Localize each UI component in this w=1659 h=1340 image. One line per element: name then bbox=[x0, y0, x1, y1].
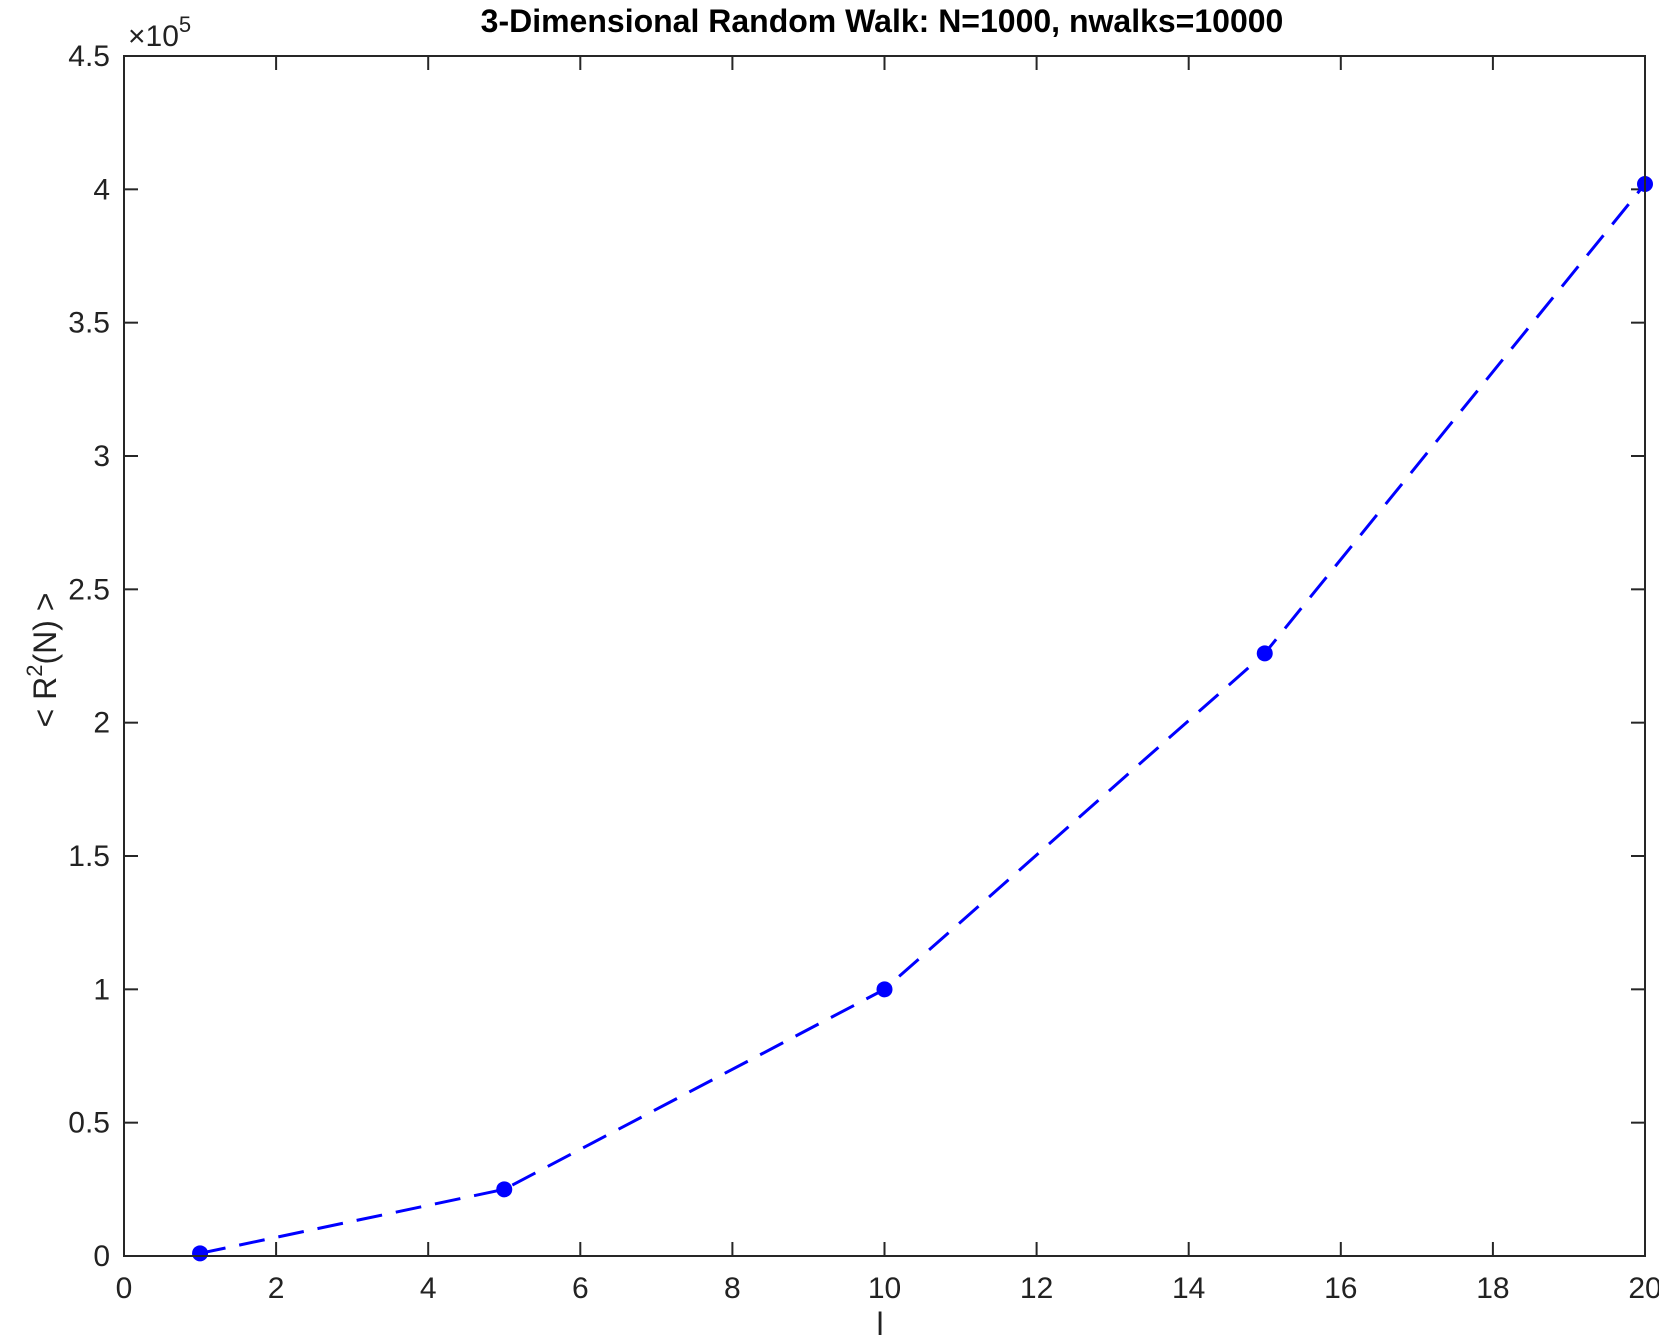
y-axis-label-suffix: (N) > bbox=[27, 593, 63, 665]
data-point bbox=[192, 1245, 209, 1262]
data-series bbox=[192, 176, 1653, 1262]
axes-box bbox=[123, 55, 1646, 1257]
data-point bbox=[1256, 645, 1273, 662]
y-axis-label-superscript: 2 bbox=[22, 665, 47, 677]
x-tick-label: 2 bbox=[268, 1272, 285, 1305]
x-tick-label: 10 bbox=[868, 1272, 901, 1305]
y-tick-label: 0 bbox=[93, 1240, 110, 1273]
y-tick-label: 2.5 bbox=[68, 573, 110, 606]
x-tick-label: 0 bbox=[116, 1272, 133, 1305]
y-tick-label: 4 bbox=[93, 173, 110, 206]
tick-labels: 0 2 4 6 8 10 12 14 16 18 20 0 0.5 1 1.5 2 2.5 3 3.5 4 4.5 bbox=[68, 40, 1659, 1305]
y-tick-label: 1 bbox=[93, 973, 110, 1006]
x-tick-label: 14 bbox=[1172, 1272, 1205, 1305]
x-axis-label: l bbox=[876, 1306, 883, 1340]
x-tick-label: 18 bbox=[1476, 1272, 1509, 1305]
data-point bbox=[496, 1181, 513, 1198]
y-tick-label: 4.5 bbox=[68, 40, 110, 73]
x-tick-label: 6 bbox=[572, 1272, 589, 1305]
y-tick-label: 3.5 bbox=[68, 307, 110, 340]
y-tick-label: 2 bbox=[93, 707, 110, 740]
chart-title: 3-Dimensional Random Walk: N=1000, nwalk… bbox=[481, 3, 1284, 39]
x-tick-label: 12 bbox=[1020, 1272, 1053, 1305]
y-tick-label: 3 bbox=[93, 440, 110, 473]
x-tick-label: 4 bbox=[420, 1272, 437, 1305]
y-axis-label: < R2(N) > bbox=[22, 593, 63, 728]
y-exponent-label: ×105 bbox=[128, 12, 191, 53]
x-tick-label: 8 bbox=[724, 1272, 741, 1305]
y-exponent-base: ×10 bbox=[128, 20, 179, 53]
data-point bbox=[876, 981, 893, 998]
x-tick-label: 20 bbox=[1628, 1272, 1659, 1305]
y-exponent-power: 5 bbox=[179, 12, 191, 37]
y-tick-label: 1.5 bbox=[68, 840, 110, 873]
y-axis-label-prefix: < R bbox=[27, 677, 63, 728]
x-tick-label: 16 bbox=[1324, 1272, 1357, 1305]
y-tick-label: 0.5 bbox=[68, 1107, 110, 1140]
